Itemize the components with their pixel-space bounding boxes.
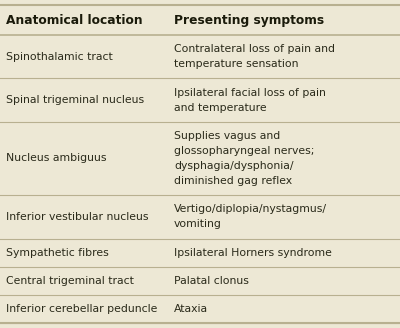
- Text: Anatomical location: Anatomical location: [6, 14, 143, 27]
- Text: Nucleus ambiguus: Nucleus ambiguus: [6, 154, 106, 163]
- Text: Inferior cerebellar peduncle: Inferior cerebellar peduncle: [6, 304, 157, 314]
- Text: dysphagia/dysphonia/: dysphagia/dysphonia/: [174, 161, 294, 171]
- Text: Central trigeminal tract: Central trigeminal tract: [6, 276, 134, 286]
- Text: Presenting symptoms: Presenting symptoms: [174, 14, 324, 27]
- Text: glossopharyngeal nerves;: glossopharyngeal nerves;: [174, 146, 314, 156]
- Text: Spinal trigeminal nucleus: Spinal trigeminal nucleus: [6, 95, 144, 105]
- Text: Ipsilateral facial loss of pain: Ipsilateral facial loss of pain: [174, 88, 326, 97]
- Text: Palatal clonus: Palatal clonus: [174, 276, 249, 286]
- Text: Inferior vestibular nucleus: Inferior vestibular nucleus: [6, 212, 148, 222]
- Text: Vertigo/diplopia/nystagmus/: Vertigo/diplopia/nystagmus/: [174, 204, 327, 214]
- Text: and temperature: and temperature: [174, 103, 267, 113]
- Text: Ipsilateral Horners syndrome: Ipsilateral Horners syndrome: [174, 248, 332, 257]
- Text: Sympathetic fibres: Sympathetic fibres: [6, 248, 109, 257]
- Text: temperature sensation: temperature sensation: [174, 59, 298, 70]
- Text: vomiting: vomiting: [174, 219, 222, 230]
- Text: Contralateral loss of pain and: Contralateral loss of pain and: [174, 44, 335, 54]
- Text: Spinothalamic tract: Spinothalamic tract: [6, 52, 113, 62]
- Text: diminished gag reflex: diminished gag reflex: [174, 176, 292, 186]
- Text: Supplies vagus and: Supplies vagus and: [174, 131, 280, 141]
- Text: Ataxia: Ataxia: [174, 304, 208, 314]
